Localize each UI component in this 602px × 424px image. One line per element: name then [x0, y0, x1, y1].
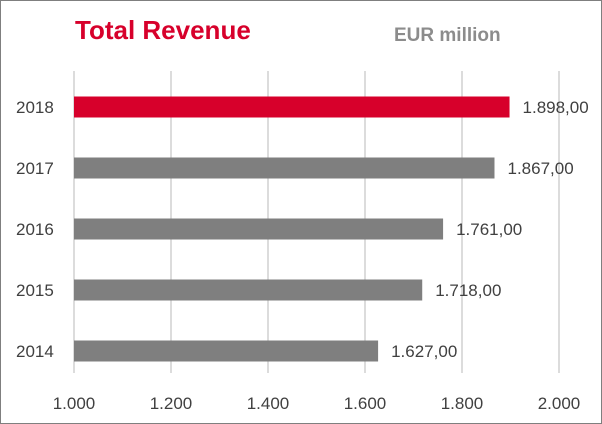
bar-2018: [74, 96, 510, 118]
value-label: 1.898,00: [523, 98, 589, 117]
x-tick-label: 1.600: [344, 394, 387, 413]
x-tick-label: 2.000: [538, 394, 581, 413]
x-tick-label: 1.000: [53, 394, 96, 413]
bar-2016: [74, 218, 444, 240]
value-label: 1.627,00: [391, 342, 457, 361]
x-tick-label: 1.400: [247, 394, 290, 413]
chart-title: Total Revenue: [75, 15, 251, 45]
x-tick-label: 1.800: [441, 394, 484, 413]
unit-label: EUR million: [394, 25, 501, 46]
x-tick-label: 1.200: [150, 394, 193, 413]
bar-2014: [74, 340, 379, 362]
bar-2017: [74, 157, 495, 179]
value-label: 1.718,00: [435, 281, 501, 300]
category-label: 2016: [16, 220, 54, 239]
category-label: 2014: [16, 342, 54, 361]
category-label: 2017: [16, 159, 54, 178]
category-label: 2018: [16, 98, 54, 117]
category-label: 2015: [16, 281, 54, 300]
bar-2015: [74, 279, 423, 301]
value-label: 1.867,00: [507, 159, 573, 178]
value-label: 1.761,00: [456, 220, 522, 239]
